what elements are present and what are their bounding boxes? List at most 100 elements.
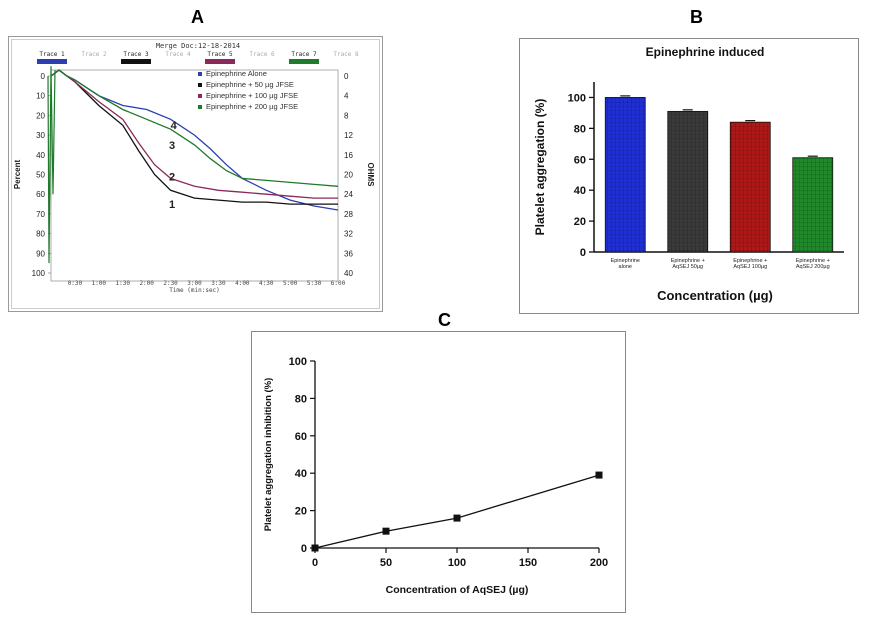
c-x-tick-label: 150 (519, 557, 537, 569)
trace-tab-color (121, 59, 151, 64)
a-y-right-tick-label: 4 (344, 92, 349, 101)
b-x-tick-label: AqSEJ 200µg (796, 264, 830, 270)
c-series-line (314, 474, 600, 549)
a-y-right-tick-label: 8 (344, 111, 349, 120)
a-x-tick-label: 2:00 (139, 280, 154, 287)
trace-tab-label: Trace 1 (39, 51, 65, 58)
c-x-tick-label: 50 (380, 557, 392, 569)
b-y-tick-label: 0 (580, 247, 586, 259)
trace-tab-label: Trace 4 (165, 51, 191, 58)
b-x-tick-label: Epinephrine (611, 258, 640, 264)
c-y-tick-label: 100 (289, 356, 307, 368)
panel-a-header: Merge Doc:12-18-2014 (156, 42, 240, 50)
a-x-tick-label: 3:30 (211, 280, 226, 287)
a-y-axis-label: Percent (13, 159, 22, 189)
b-chart-title: Epinephrine induced (646, 45, 765, 59)
a-x-tick-label: 4:30 (259, 280, 274, 287)
panel-c-frame (251, 331, 626, 613)
a-curve-number: 1 (169, 199, 175, 211)
c-y-tick-label: 80 (295, 393, 307, 405)
b-y-tick-label: 20 (574, 216, 586, 228)
c-data-point (453, 514, 461, 522)
c-y-tick-label: 0 (301, 543, 307, 555)
b-x-tick-label: Epinephrine + (796, 258, 830, 264)
a-legend-label: Epinephrine Alone (206, 69, 267, 78)
b-x-tick-label: Epinephrine + (671, 258, 705, 264)
panel-b-bar-chart: Epinephrine induced 0 20 40 60 80 100 Platelet … (519, 38, 859, 314)
b-x-tick-label: AqSEJ 100µg (733, 264, 767, 270)
a-legend-label: Epinephrine + 200 µg JFSE (206, 102, 298, 111)
b-y-axis-label: Platelet aggregation (%) (533, 99, 547, 236)
a-y-tick-label: 40 (36, 151, 45, 160)
a-legend-swatch (198, 72, 202, 76)
trace-tab-label: Trace 5 (207, 51, 233, 58)
c-y-tick-label: 20 (295, 506, 307, 518)
trace-tab-label: Trace 6 (249, 51, 275, 58)
a-legend-swatch (198, 83, 202, 87)
panel-c-line-chart: 0 20 40 60 80 100 0 50 100 150 200 Platelet aggrega… (251, 331, 626, 613)
a-x-tick-label: 0:30 (68, 280, 83, 287)
a-y-tick-label: 0 (41, 72, 46, 81)
b-x-axis-label: Concentration (µg) (657, 288, 773, 303)
a-y-right-tick-label: 12 (344, 131, 353, 140)
a-legend-label: Epinephrine + 100 µg JFSE (206, 91, 298, 100)
a-y-tick-label: 60 (36, 190, 45, 199)
panel-a-plot-frame (50, 69, 339, 282)
b-x-tick-label: alone (619, 264, 632, 270)
a-y-tick-label: 20 (36, 111, 45, 120)
c-x-tick-label: 100 (448, 557, 466, 569)
c-data-point (382, 527, 390, 535)
panel-letter-a: A (191, 7, 204, 27)
b-y-tick-label: 60 (574, 154, 586, 166)
trace-tab-label: Trace 7 (291, 51, 317, 58)
c-x-tick-label: 0 (312, 557, 318, 569)
a-y-tick-label: 100 (32, 269, 46, 278)
a-y-tick-label: 10 (36, 92, 45, 101)
a-legend-swatch (198, 94, 202, 98)
b-x-tick-label: Epinephrine + (733, 258, 767, 264)
a-y-tick-label: 30 (36, 131, 45, 140)
a-legend-swatch (198, 105, 202, 109)
c-data-point (311, 544, 319, 552)
a-y-tick-label: 90 (36, 249, 45, 258)
a-curve-number: 2 (169, 171, 175, 183)
c-y-tick-label: 60 (295, 431, 307, 443)
b-x-tick-label: AqSEJ 50µg (672, 264, 703, 270)
b-y-tick-label: 80 (574, 123, 586, 135)
b-bar-hatch (730, 122, 771, 252)
a-x-tick-label: 5:00 (283, 280, 298, 287)
a-y-right-axis-label: OHMS (366, 163, 375, 188)
c-x-tick-label: 200 (590, 557, 608, 569)
a-x-tick-label: 6:00 (331, 280, 346, 287)
trace-tab-label: Trace 3 (123, 51, 149, 58)
a-y-right-tick-label: 16 (344, 151, 353, 160)
c-y-tick-label: 40 (295, 468, 307, 480)
trace-tab-color (289, 59, 319, 64)
panel-a-frame (8, 36, 383, 312)
a-y-right-tick-label: 36 (344, 249, 353, 258)
b-y-tick-label: 40 (574, 185, 586, 197)
a-x-tick-label: 1:30 (116, 280, 131, 287)
a-legend-label: Epinephrine + 50 µg JFSE (206, 80, 294, 89)
a-y-tick-label: 80 (36, 230, 45, 239)
a-y-tick-label: 50 (36, 171, 45, 180)
trace-tab-color (205, 59, 235, 64)
a-y-right-tick-label: 28 (344, 210, 353, 219)
panel-a-inner-frame (11, 39, 380, 309)
a-x-axis-label: Time (min:sec) (169, 287, 220, 294)
a-injection-spike (47, 66, 56, 264)
a-curve-number: 4 (171, 120, 178, 132)
b-bar-hatch (667, 111, 708, 252)
c-data-point (595, 471, 603, 479)
a-x-tick-label: 5:30 (307, 280, 322, 287)
a-series-line (50, 69, 339, 187)
a-y-right-tick-label: 20 (344, 171, 353, 180)
a-y-right-tick-label: 32 (344, 230, 353, 239)
panel-a-aggregometer-chart: Merge Doc:12-18-2014 Trace 1 Trace 2 Trace … (8, 36, 383, 312)
trace-tab-label: Trace 8 (333, 51, 359, 58)
a-x-tick-label: 1:00 (92, 280, 107, 287)
a-x-tick-label: 3:00 (187, 280, 202, 287)
b-y-tick-label: 100 (568, 92, 586, 104)
a-y-tick-label: 70 (36, 210, 45, 219)
a-y-right-tick-label: 0 (344, 72, 349, 81)
